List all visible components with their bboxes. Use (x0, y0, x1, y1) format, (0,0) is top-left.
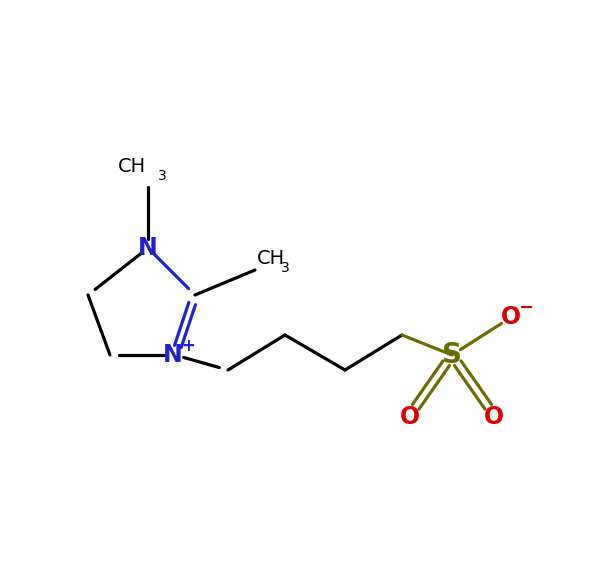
Text: 3: 3 (280, 261, 289, 275)
Text: O: O (484, 405, 504, 429)
Text: N: N (163, 343, 183, 367)
Text: S: S (442, 341, 462, 369)
Text: +: + (181, 337, 195, 355)
Text: CH: CH (118, 157, 146, 176)
Text: −: − (519, 299, 533, 317)
Text: O: O (501, 305, 521, 329)
Text: O: O (400, 405, 420, 429)
Text: N: N (138, 236, 158, 260)
Text: CH: CH (257, 249, 285, 268)
Text: 3: 3 (157, 169, 166, 183)
